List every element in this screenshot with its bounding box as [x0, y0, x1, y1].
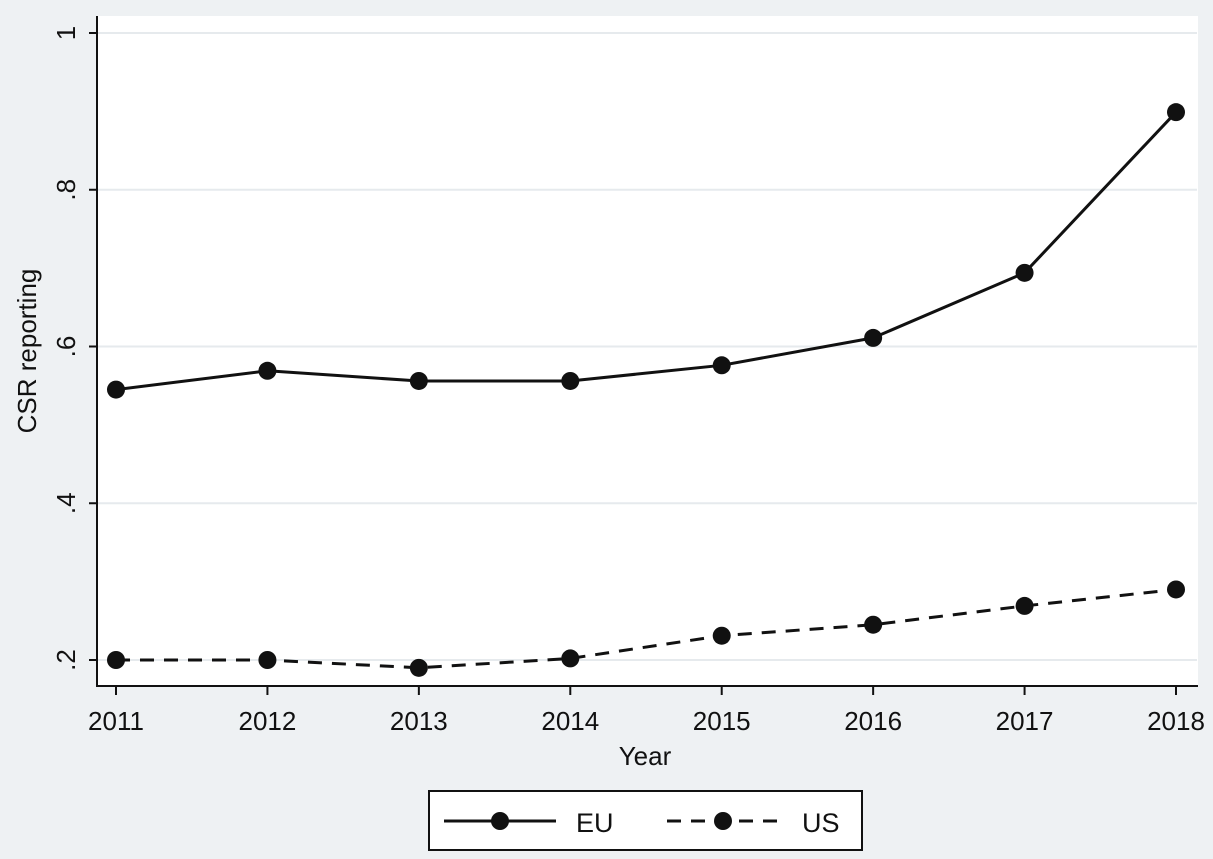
series-eu-point — [561, 371, 580, 390]
series-us-point — [561, 649, 580, 668]
series-us-point — [409, 658, 428, 677]
legend-us-marker — [714, 812, 732, 830]
series-us-point — [1167, 580, 1185, 599]
series-us-point — [107, 651, 125, 669]
legend-eu-marker — [491, 812, 509, 830]
legend-us-label: US — [802, 808, 840, 838]
x-tick-label: 2013 — [390, 706, 448, 736]
gridlines — [98, 32, 1197, 661]
series-eu — [107, 103, 1185, 399]
series-us-point — [864, 615, 883, 634]
series-us — [107, 580, 1185, 677]
y-tick-label: .6 — [51, 336, 81, 358]
legend-eu-label: EU — [576, 808, 614, 838]
x-tick-label: 2011 — [88, 706, 144, 736]
x-tick-label: 2014 — [541, 706, 599, 736]
series-eu-point — [864, 328, 883, 347]
y-axis-label: CSR reporting — [12, 269, 42, 434]
series-eu-point — [107, 380, 125, 399]
series-eu-point — [1015, 263, 1034, 282]
series-eu-line — [115, 111, 1178, 392]
y-tick-label: .8 — [51, 179, 81, 201]
y-axis-ticks: .2 .4 .6 .8 1 — [51, 26, 97, 671]
series-layer — [107, 103, 1185, 677]
series-us-point — [1015, 596, 1034, 615]
x-axis-ticks: 2011 2012 2013 2014 2015 2016 2017 2018 — [88, 686, 1205, 736]
series-eu-point — [712, 356, 731, 375]
legend: EU US — [428, 790, 863, 851]
axes — [96, 16, 1198, 687]
series-us-line — [116, 587, 1177, 670]
legend-box — [428, 790, 863, 851]
y-tick-label: .4 — [51, 492, 81, 514]
series-eu-point — [409, 371, 428, 390]
y-tick-label: .2 — [51, 649, 81, 671]
series-us-point — [258, 651, 277, 669]
x-tick-label: 2012 — [239, 706, 297, 736]
x-tick-label: 2016 — [844, 706, 902, 736]
y-tick-label: 1 — [51, 26, 81, 40]
x-tick-label: 2015 — [693, 706, 751, 736]
x-axis-label: Year — [619, 741, 672, 771]
series-eu-point — [1167, 103, 1185, 122]
series-us-point — [712, 626, 731, 645]
x-tick-label: 2018 — [1147, 706, 1205, 736]
x-tick-label: 2017 — [996, 706, 1054, 736]
plot-area — [97, 16, 1198, 685]
series-eu-point — [258, 361, 277, 380]
